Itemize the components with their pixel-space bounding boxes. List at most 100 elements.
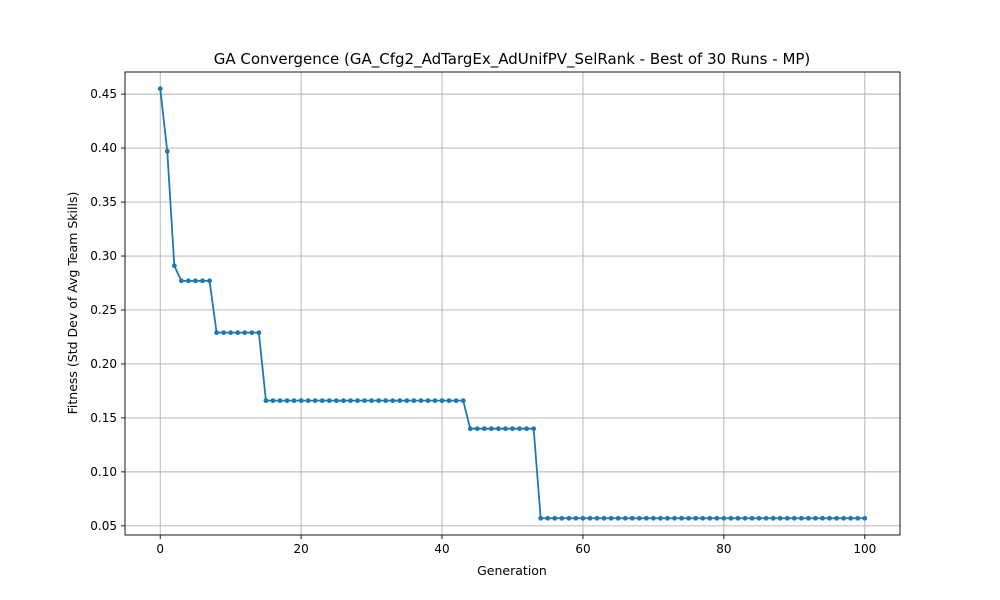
- data-point: [446, 398, 452, 404]
- x-tick-label: 100: [853, 542, 876, 556]
- data-point: [749, 515, 755, 521]
- x-tick-label: 0: [156, 542, 164, 556]
- data-point: [376, 398, 382, 404]
- data-point: [517, 426, 522, 432]
- data-point: [848, 515, 854, 521]
- y-axis-label: Fitness (Std Dev of Avg Team Skills): [65, 192, 80, 415]
- data-point: [707, 515, 713, 521]
- data-point: [763, 515, 769, 521]
- data-point: [855, 515, 861, 521]
- data-point: [312, 398, 318, 404]
- x-tick-label: 40: [434, 542, 449, 556]
- data-point: [397, 398, 403, 404]
- data-point: [263, 398, 269, 404]
- data-point: [496, 426, 501, 432]
- data-point: [256, 330, 262, 336]
- data-point: [284, 398, 290, 404]
- data-point: [841, 515, 847, 521]
- y-tick-label: 0.05: [90, 519, 117, 533]
- data-point: [404, 398, 410, 404]
- x-axis-ticks: 0 20 40 60 80 100: [156, 535, 876, 556]
- data-point: [390, 398, 396, 404]
- data-point: [488, 426, 494, 432]
- data-point: [157, 86, 163, 92]
- data-point: [538, 515, 544, 521]
- x-tick-label: 60: [575, 542, 590, 556]
- data-point: [566, 515, 572, 521]
- data-point: [214, 330, 219, 336]
- data-point: [608, 515, 614, 521]
- x-tick-label: 80: [716, 542, 731, 556]
- data-point: [693, 515, 699, 521]
- data-point: [242, 330, 248, 336]
- plot-frame: [124, 71, 901, 536]
- data-point: [791, 515, 797, 521]
- data-point: [700, 515, 706, 521]
- data-point: [573, 515, 579, 521]
- y-tick-label: 0.25: [90, 303, 117, 317]
- data-point: [777, 515, 783, 521]
- data-point: [453, 398, 459, 404]
- fitness-series: [157, 86, 868, 521]
- y-tick-label: 0.45: [90, 87, 117, 101]
- data-point: [186, 278, 191, 284]
- data-point: [806, 515, 811, 521]
- data-point: [742, 515, 748, 521]
- y-tick-label: 0.40: [90, 141, 117, 155]
- data-point: [552, 515, 558, 521]
- data-point: [291, 398, 297, 404]
- data-point: [503, 426, 508, 432]
- data-point: [643, 515, 649, 521]
- data-point: [200, 278, 205, 284]
- data-point: [862, 515, 868, 521]
- data-point: [524, 426, 529, 432]
- data-point: [813, 515, 818, 521]
- data-point: [770, 515, 776, 521]
- y-tick-label: 0.15: [90, 411, 117, 425]
- data-point: [298, 398, 304, 404]
- data-point: [651, 515, 656, 521]
- data-point: [164, 148, 170, 154]
- data-point: [636, 515, 642, 521]
- data-point: [629, 515, 635, 521]
- data-point: [714, 515, 720, 521]
- data-point: [658, 515, 663, 521]
- data-point: [341, 398, 346, 404]
- data-point: [348, 398, 353, 404]
- data-point: [679, 515, 684, 521]
- data-point: [834, 515, 839, 521]
- data-point: [418, 398, 424, 404]
- data-point: [545, 515, 551, 521]
- data-point: [728, 515, 734, 521]
- data-point: [798, 515, 804, 521]
- data-point: [460, 398, 466, 404]
- data-point: [474, 426, 480, 432]
- data-point: [333, 398, 339, 404]
- data-point: [193, 278, 198, 284]
- data-point: [531, 426, 537, 432]
- data-point: [221, 330, 227, 336]
- data-point: [510, 426, 515, 432]
- data-point: [665, 515, 670, 521]
- chart-title: GA Convergence (GA_Cfg2_AdTargEx_AdUnifP…: [214, 50, 811, 69]
- data-point: [559, 515, 565, 521]
- data-point: [467, 426, 473, 432]
- data-point: [228, 330, 234, 336]
- data-point: [383, 398, 389, 404]
- data-point: [594, 515, 600, 521]
- data-point: [587, 515, 593, 521]
- data-point: [369, 398, 374, 404]
- data-point: [827, 515, 832, 521]
- y-tick-label: 0.20: [90, 357, 117, 371]
- data-point: [411, 398, 417, 404]
- data-point: [580, 515, 586, 521]
- y-axis-ticks: 0.05 0.10 0.15 0.20 0.25 0.30 0.35 0.40 0.45: [90, 87, 125, 533]
- data-point: [305, 398, 311, 404]
- data-point: [277, 398, 283, 404]
- data-point: [756, 515, 762, 521]
- data-point: [425, 398, 431, 404]
- data-point: [432, 398, 438, 404]
- data-point: [481, 426, 487, 432]
